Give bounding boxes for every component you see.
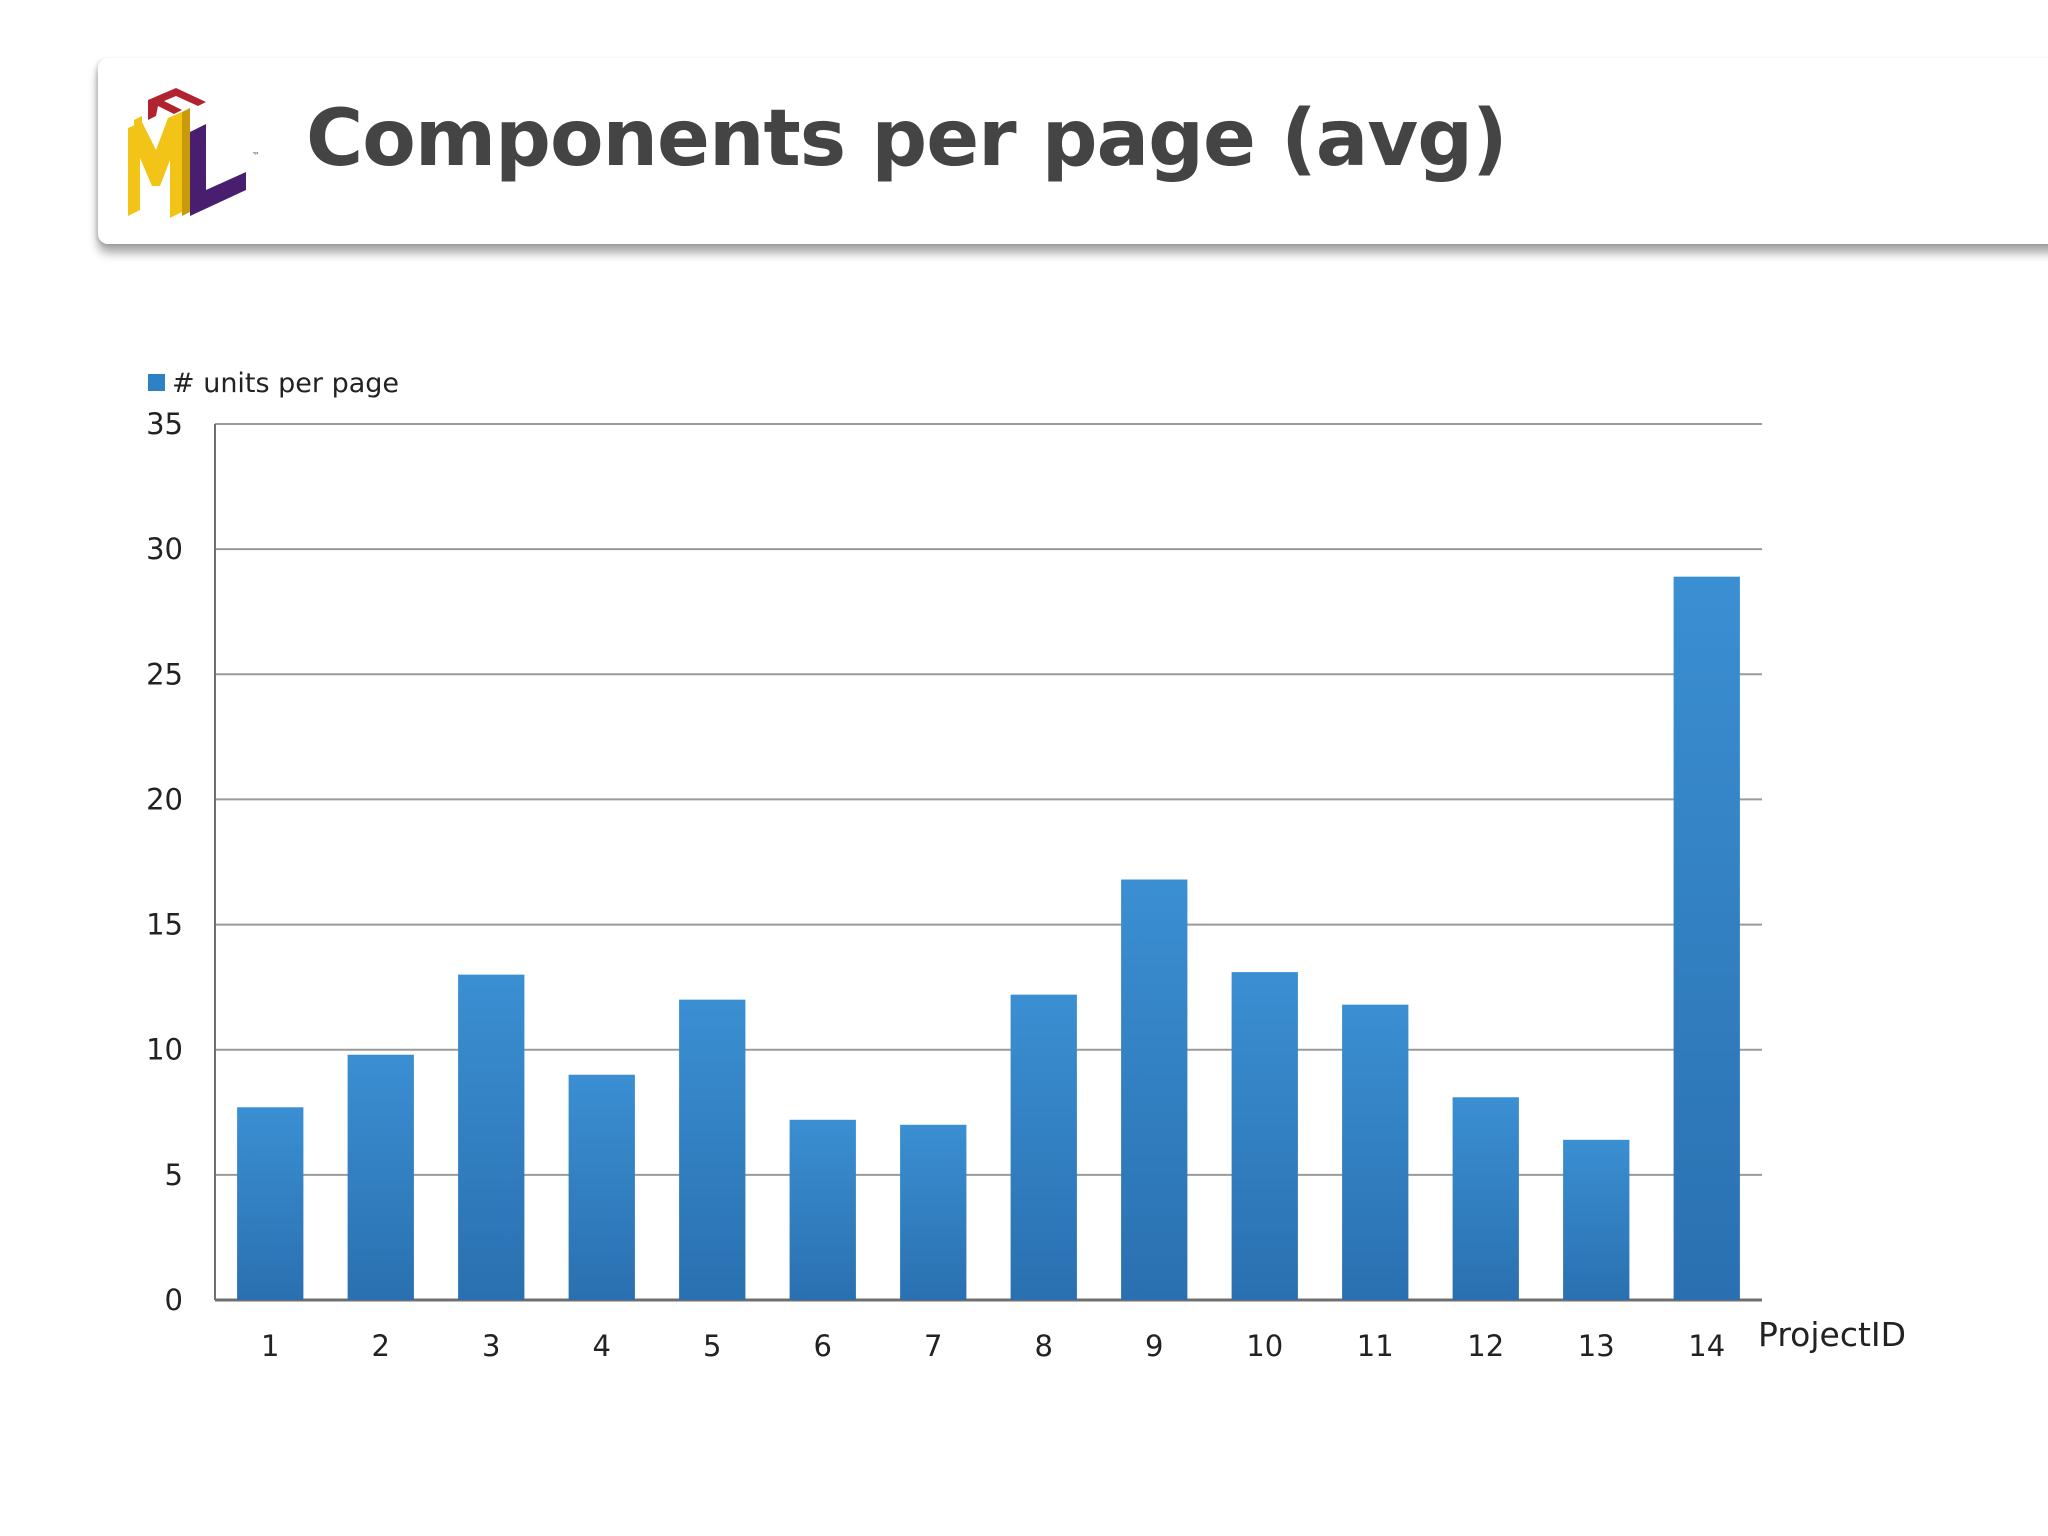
gridlines [215,423,1762,1176]
y-tick-label: 5 [165,1158,183,1192]
bar-project-3 [458,974,525,1300]
page-title: Components per page (avg) [306,94,1508,184]
bar-project-4 [568,1074,635,1300]
axes [214,424,1762,1302]
legend-label: # units per page [172,368,399,399]
bar-project-2 [347,1054,414,1300]
x-tick-labels: 1 2 3 4 5 6 7 8 9 10 11 12 13 14 [261,1329,1725,1363]
bar-project-12 [1452,1097,1519,1300]
svg-text:™: ™ [252,151,260,160]
legend-swatch [148,374,165,391]
y-tick-label: 30 [146,532,183,566]
logo-m-shape [128,112,182,218]
bar-project-5 [679,999,746,1300]
x-tick-label: 14 [1688,1329,1725,1363]
bar-project-10 [1231,972,1298,1300]
bar-project-9 [1121,879,1188,1300]
x-tick-label: 2 [372,1329,390,1363]
x-tick-label: 9 [1145,1329,1163,1363]
x-tick-label: 4 [593,1329,611,1363]
y-tick-label: 10 [146,1033,183,1067]
bar-project-8 [1010,994,1077,1300]
y-tick-labels: 0 5 10 15 20 25 30 35 [146,407,183,1317]
bar-project-7 [900,1124,967,1300]
y-tick-label: 35 [146,407,183,441]
x-tick-label: 11 [1357,1329,1394,1363]
y-tick-label: 25 [146,657,183,691]
title-band [98,58,2048,244]
x-tick-label: 7 [924,1329,942,1363]
y-tick-label: 0 [165,1283,183,1317]
bar-project-14 [1673,576,1740,1300]
logo-f-shape [148,88,206,120]
y-tick-label: 15 [146,908,183,942]
bar-project-6 [789,1119,856,1300]
x-tick-label: 13 [1578,1329,1615,1363]
x-tick-label: 10 [1246,1329,1283,1363]
x-tick-label: 6 [814,1329,832,1363]
x-tick-label: 3 [482,1329,500,1363]
bar-project-1 [237,1107,304,1300]
x-tick-label: 5 [703,1329,721,1363]
x-axis-label: ProjectID [1758,1315,1906,1354]
bar-project-11 [1342,1004,1409,1300]
x-tick-label: 1 [261,1329,279,1363]
y-tick-label: 20 [146,782,183,816]
legend: # units per page [148,368,399,399]
logo-l-shape [190,124,246,216]
x-tick-label: 12 [1467,1329,1504,1363]
bars [237,576,1740,1300]
ifml-logo: ™ [128,88,260,218]
x-tick-label: 8 [1035,1329,1053,1363]
bar-project-13 [1563,1139,1630,1300]
